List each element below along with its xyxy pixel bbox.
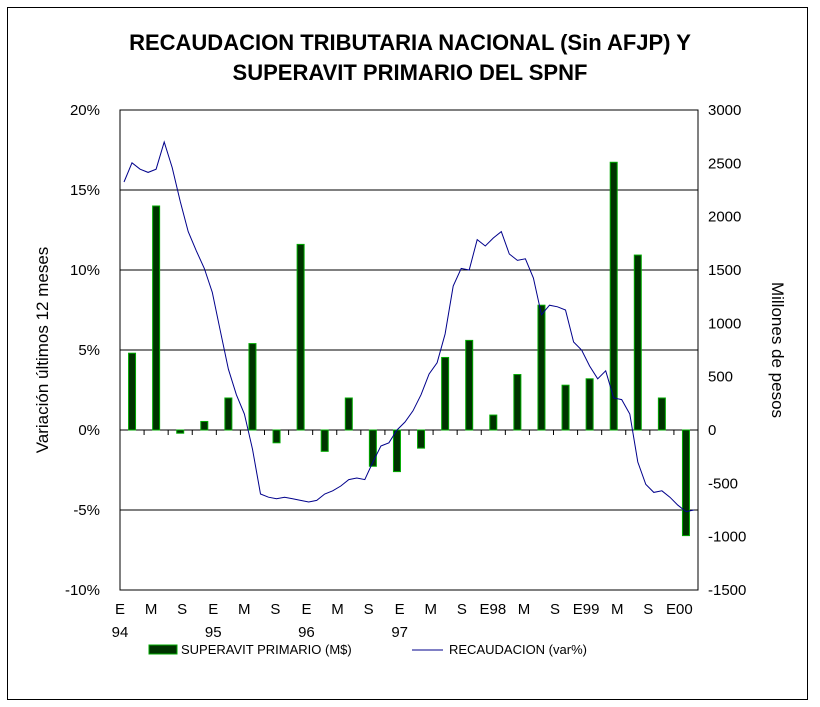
recaudacion-line bbox=[123, 140, 695, 513]
x-tick-label: M bbox=[518, 601, 531, 618]
x-tick-year-label: 97 bbox=[391, 624, 408, 641]
legend-bar-swatch bbox=[148, 644, 178, 655]
superavit-bar bbox=[320, 429, 329, 452]
superavit-bar bbox=[152, 205, 161, 431]
y-left-tick-label: -10% bbox=[65, 582, 100, 599]
x-tick-label: M bbox=[238, 601, 251, 618]
legend: SUPERAVIT PRIMARIO (M$) RECAUDACION (var… bbox=[148, 642, 587, 657]
x-tick-label: S bbox=[643, 601, 653, 618]
superavit-bar bbox=[561, 384, 570, 431]
y-left-tick-label: 20% bbox=[70, 102, 100, 119]
y-left-tick-label: 0% bbox=[78, 422, 100, 439]
superavit-bar bbox=[200, 420, 209, 431]
x-tick-label: M bbox=[611, 601, 624, 618]
x-tick-year-label: 94 bbox=[112, 624, 129, 641]
superavit-bar bbox=[128, 352, 137, 431]
superavit-bar bbox=[513, 374, 522, 431]
superavit-bar bbox=[441, 356, 450, 431]
superavit-bar bbox=[368, 429, 377, 467]
y-right-tick-label: 1000 bbox=[708, 315, 741, 332]
superavit-bar bbox=[224, 397, 233, 431]
y-right-tick-label: 2000 bbox=[708, 209, 741, 226]
y-right-tick-label: 500 bbox=[708, 369, 733, 386]
y-right-tick-label: 1500 bbox=[708, 262, 741, 279]
x-tick-label: E00 bbox=[666, 601, 693, 618]
chart-frame bbox=[7, 7, 808, 700]
x-tick-label: E bbox=[208, 601, 218, 618]
x-tick-label: E99 bbox=[573, 601, 600, 618]
chart-title-line-2: SUPERAVIT PRIMARIO DEL SPNF bbox=[233, 60, 588, 85]
x-tick-label: M bbox=[145, 601, 158, 618]
y-right-tick-label: 3000 bbox=[708, 102, 741, 119]
superavit-bar bbox=[657, 397, 666, 431]
superavit-bar bbox=[272, 429, 281, 444]
superavit-bar bbox=[392, 429, 401, 473]
legend-bar-label: SUPERAVIT PRIMARIO (M$) bbox=[181, 642, 352, 657]
x-tick-label: E98 bbox=[480, 601, 507, 618]
y-left-tick-label: 15% bbox=[70, 182, 100, 199]
superavit-bar bbox=[633, 254, 642, 431]
y-right-tick-label: -1000 bbox=[708, 529, 746, 546]
chart-title-line-1: RECAUDACION TRIBUTARIA NACIONAL (Sin AFJ… bbox=[129, 30, 691, 55]
chart-title: RECAUDACION TRIBUTARIA NACIONAL (Sin AFJ… bbox=[129, 30, 691, 85]
superavit-bar bbox=[296, 243, 305, 431]
y-right-tick-label: 0 bbox=[708, 422, 716, 439]
x-tick-label: E bbox=[115, 601, 125, 618]
y-axis-right-label: Millones de pesos bbox=[768, 282, 787, 418]
superavit-bar bbox=[537, 304, 546, 431]
x-tick-label: E bbox=[301, 601, 311, 618]
x-tick-year-label: 95 bbox=[205, 624, 222, 641]
superavit-bar bbox=[344, 397, 353, 431]
superavit-bar bbox=[585, 378, 594, 431]
x-tick-label: S bbox=[177, 601, 187, 618]
y-left-tick-label: 10% bbox=[70, 262, 100, 279]
superavit-bar bbox=[681, 429, 690, 537]
plot-area: -10% -5% 0% 5% 10% 15% 20% -1500 -1000 -500 0 500 10… bbox=[65, 102, 746, 641]
x-tick-label: M bbox=[425, 601, 438, 618]
superavit-bar bbox=[417, 429, 426, 449]
y-right-tick-label: 2500 bbox=[708, 155, 741, 172]
legend-line-label: RECAUDACION (var%) bbox=[449, 642, 587, 657]
x-tick-label: S bbox=[457, 601, 467, 618]
superavit-bar bbox=[176, 429, 185, 434]
y-right-tick-label: -1500 bbox=[708, 582, 746, 599]
y-left-tick-label: 5% bbox=[78, 342, 100, 359]
x-tick-label: S bbox=[270, 601, 280, 618]
x-tick-label: E bbox=[395, 601, 405, 618]
y-axis-left-label: Variación últimos 12 meses bbox=[33, 247, 52, 454]
x-tick-label: S bbox=[550, 601, 560, 618]
y-right-tick-label: -500 bbox=[708, 475, 738, 492]
superavit-bar bbox=[248, 343, 257, 431]
superavit-bar bbox=[609, 161, 618, 431]
y-left-tick-label: -5% bbox=[73, 502, 100, 519]
x-tick-year-label: 96 bbox=[298, 624, 315, 641]
x-tick-label: S bbox=[364, 601, 374, 618]
superavit-bar bbox=[465, 339, 474, 431]
superavit-bar bbox=[489, 414, 498, 431]
x-tick-label: M bbox=[331, 601, 344, 618]
